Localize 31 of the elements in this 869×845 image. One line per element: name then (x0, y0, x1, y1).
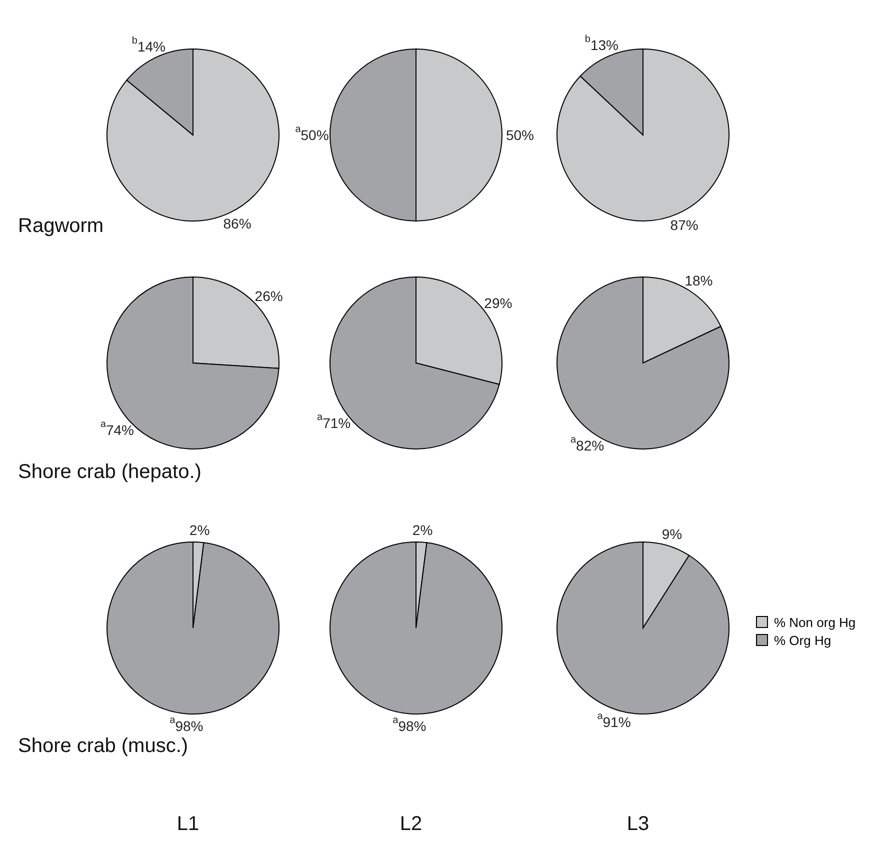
data-label: 9% (662, 526, 682, 542)
data-label: 29% (484, 294, 512, 311)
data-label: $^{a}$74% (100, 419, 134, 438)
data-label: 26% (254, 288, 283, 304)
pie-slice (556, 542, 730, 714)
text: Ragworm (18, 215, 104, 238)
legend-label: % Non org Hg (774, 614, 856, 630)
data-label: $^{a}$50% (295, 124, 329, 143)
data-label: $^{a}$98% (392, 714, 426, 734)
data-label: $^{b}$13% (584, 34, 618, 54)
pie-slice (556, 48, 730, 222)
legend-label: % Org Hg (774, 632, 832, 648)
text: L1 (176, 813, 200, 836)
data-label: 18% (684, 272, 713, 288)
pie-slice (556, 276, 730, 450)
text: L3 (626, 813, 650, 836)
data-label: 87% (670, 216, 698, 233)
data-label: 2% (189, 522, 210, 538)
data-label: 50% (506, 127, 534, 143)
data-label: $^{b}$14% (132, 35, 166, 54)
text: L2 (398, 813, 424, 836)
data-label: $^{a}$82% (570, 434, 604, 454)
data-label: $^{a}$98% (170, 714, 204, 734)
data-label: $^{a}$91% (597, 711, 631, 730)
data-label: $^{a}$71% (317, 412, 351, 432)
data-label: 2% (412, 522, 433, 538)
text: Shore crab (musc.) (18, 735, 188, 758)
data-label: 86% (223, 216, 252, 232)
pie-slice (330, 542, 502, 714)
text: Shore crab (hepato.) (18, 461, 202, 484)
pie-slice (106, 542, 280, 714)
